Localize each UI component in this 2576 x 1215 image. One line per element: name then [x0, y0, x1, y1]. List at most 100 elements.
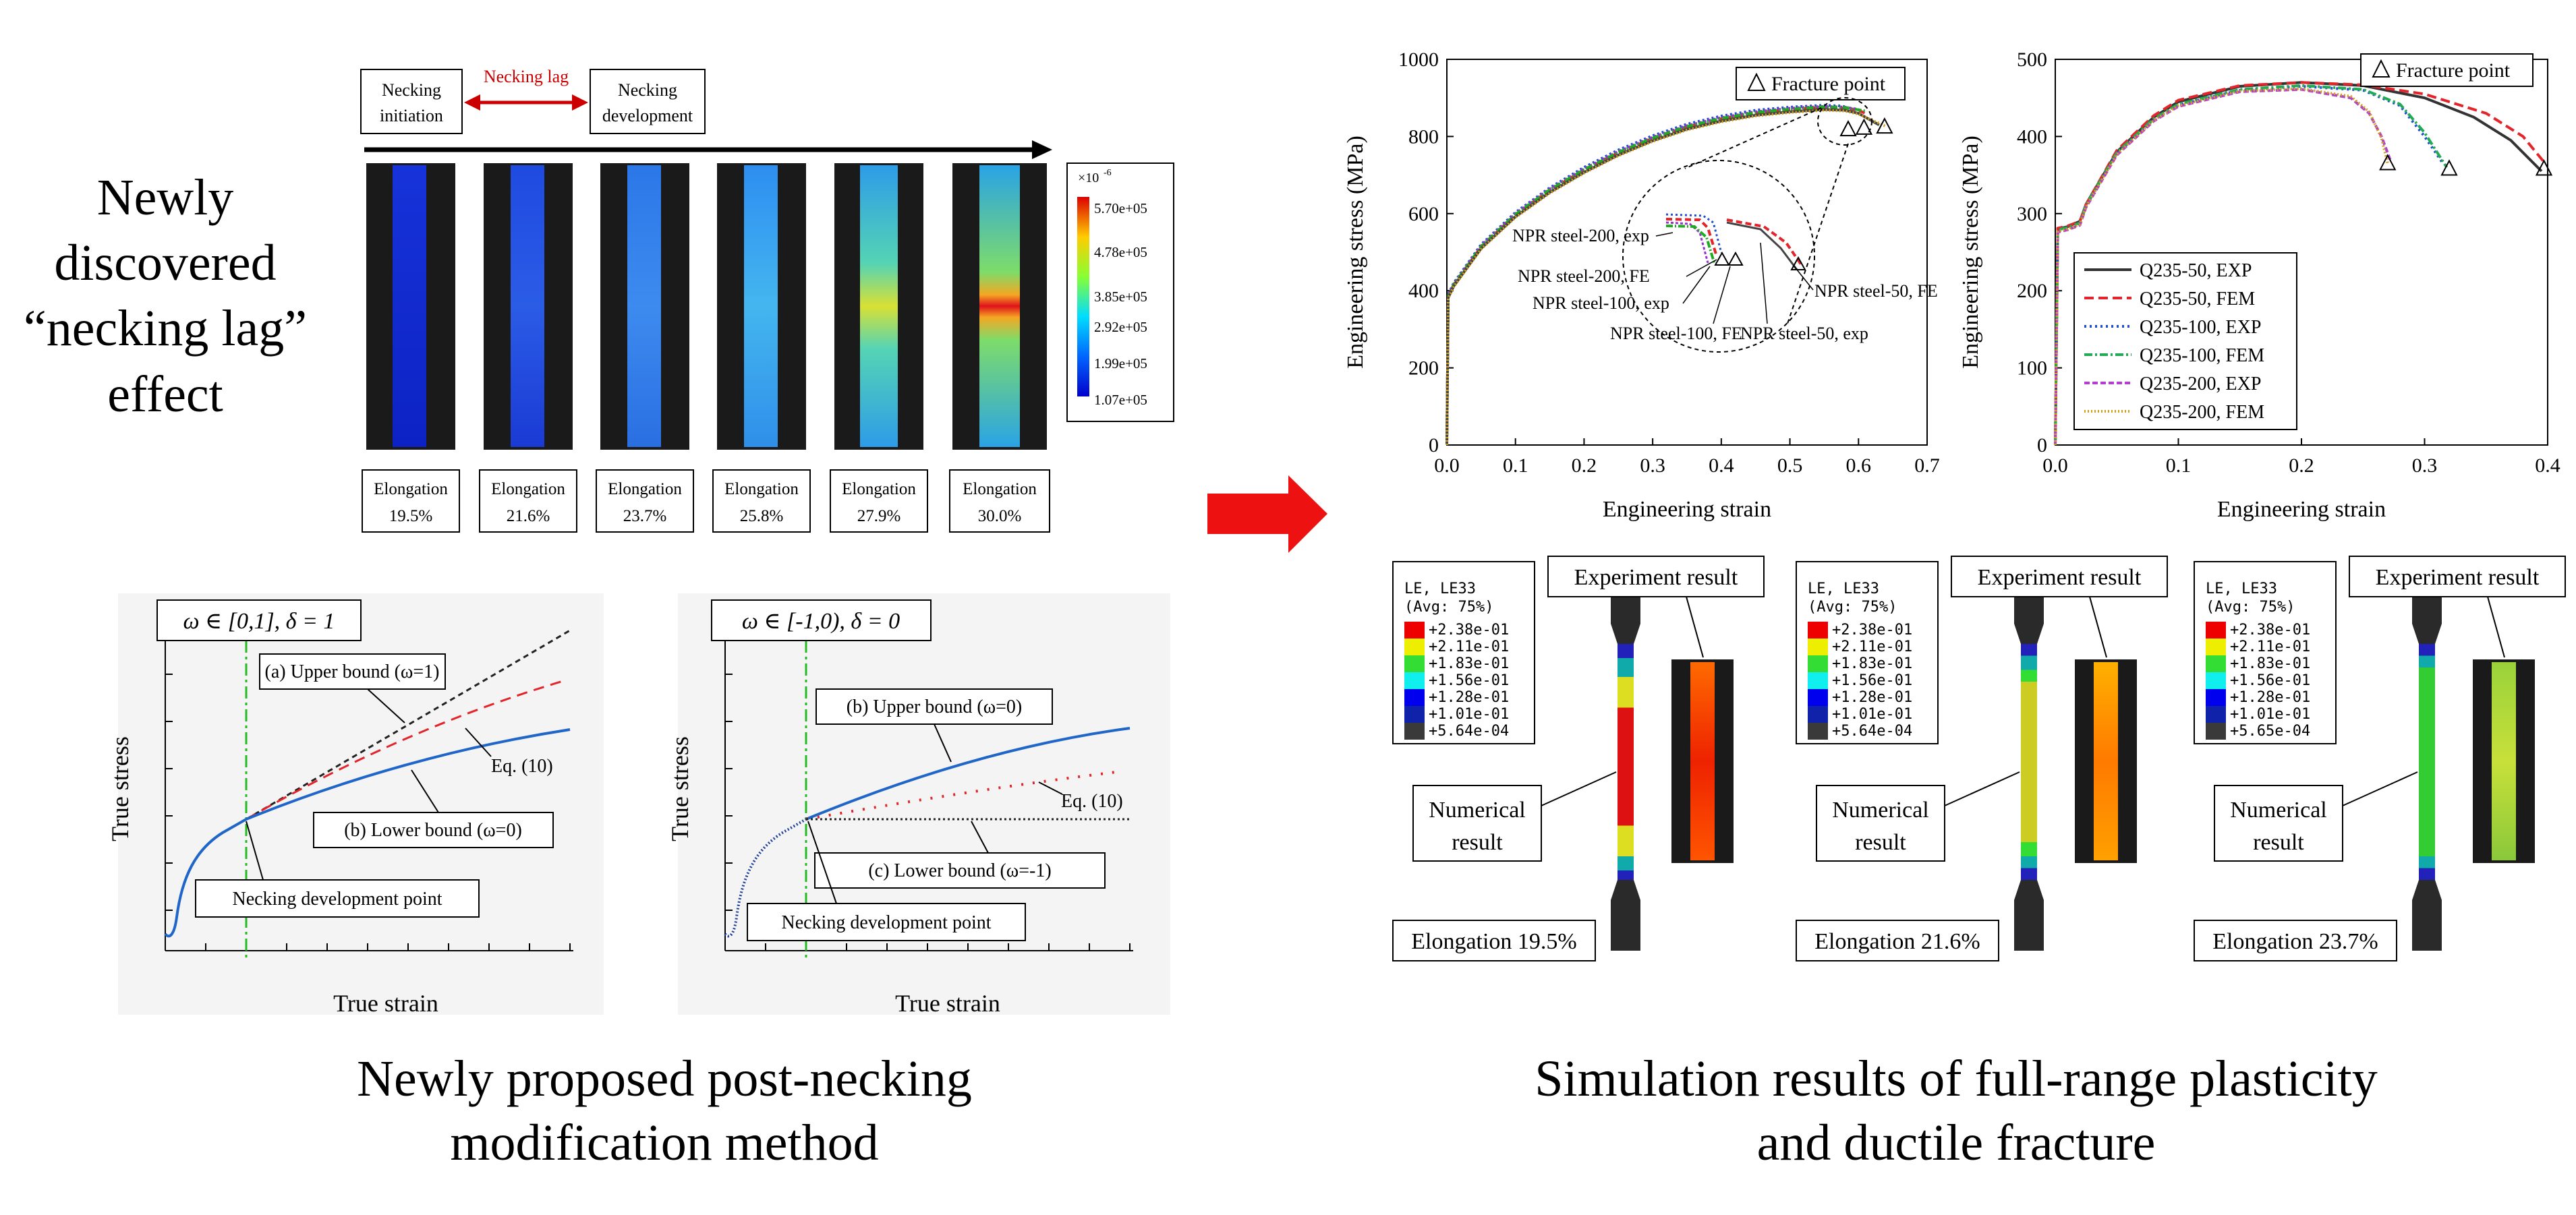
y-tick-label: 0 — [2037, 434, 2047, 456]
experiment-label: Experiment result — [2376, 565, 2540, 590]
npr-steel-xlabel: Engineering strain — [1603, 497, 1771, 522]
q235-series — [2054, 81, 2546, 446]
fea-panels: LE, LE33(Avg: 75%)+2.38e-01+2.11e-01+1.8… — [1392, 556, 2566, 961]
x-tick-label: 0.3 — [2412, 454, 2438, 477]
legend-label: Q235-100, FEM — [2140, 345, 2264, 366]
fea-legend-value: +5.65e-04 — [2230, 723, 2310, 740]
x-tick-label: 0.4 — [2535, 454, 2560, 477]
inset-leader-100-exp — [1682, 266, 1711, 304]
fea-legend-subtitle: (Avg: 75%) — [1404, 599, 1493, 616]
upper-bound-box-left — [259, 653, 446, 690]
fea-legend-value: +1.28e-01 — [2230, 689, 2310, 706]
specimen-contour-band — [2021, 682, 2037, 842]
y-tick-label: 500 — [2017, 49, 2047, 71]
inset-curves — [1665, 213, 1806, 270]
fea-legend-swatch — [2206, 672, 2226, 689]
specimen-contour-band — [2021, 655, 2037, 670]
necking-point-label-left: Necking development point — [232, 889, 442, 910]
y-tick-label: 200 — [2017, 280, 2047, 302]
q235-legend — [2073, 252, 2297, 430]
fea-elongation-label: Elongation 21.6% — [1814, 929, 1980, 954]
fea-legend-swatch — [1808, 689, 1828, 706]
strain-colorbar-title: ×10 — [1078, 171, 1099, 185]
eq10-label-right: Eq. (10) — [1061, 791, 1123, 812]
elongation-value-5: 27.9% — [857, 507, 901, 525]
elongation-box-4 — [712, 469, 811, 533]
legend-label: Q235-200, EXP — [2140, 374, 2261, 394]
experiment-label-box — [1547, 556, 1765, 597]
fea-legend-title: LE, LE33 — [1404, 581, 1476, 597]
specimen-contour-band — [1618, 856, 1634, 870]
series-line-5 — [1446, 108, 1880, 446]
specimen-contour-band — [2419, 668, 2435, 856]
inset-label-50-fe: NPR steel-50, FE — [1814, 281, 1938, 301]
caption-right: Simulation results of full-range plastic… — [1535, 1050, 2378, 1171]
fea-elongation-box — [1392, 920, 1596, 961]
fea-legend-value: +1.83e-01 — [2230, 655, 2310, 672]
fea-legend-swatch — [1404, 706, 1425, 723]
npr-steel-plot-frame — [1446, 59, 1928, 446]
specimen-contour-band — [1618, 825, 1634, 856]
headline-line-3: “necking lag” — [24, 300, 307, 357]
specimen-grip-top — [2412, 597, 2442, 644]
eq10-curve-left — [246, 680, 564, 821]
fea-legend-swatch — [1808, 655, 1828, 672]
elongation-word-5: Elongation — [842, 480, 916, 498]
numerical-label-line-2: result — [1452, 830, 1503, 855]
fea-legend-value: +1.56e-01 — [1832, 672, 1912, 689]
y-tick-label: 300 — [2017, 203, 2047, 225]
elongation-word-4: Elongation — [724, 480, 799, 498]
inset-curve-100-fe — [1665, 225, 1716, 265]
specimen-grip-bottom — [2014, 880, 2044, 951]
experiment-leader — [2487, 596, 2505, 658]
elongation-box-5 — [830, 469, 928, 533]
caption-left: Newly proposed post-necking modification… — [357, 1050, 972, 1171]
fea-legend-value: +5.64e-04 — [1429, 723, 1509, 740]
fea-legend-swatch — [2206, 639, 2226, 655]
necking-point-box-left — [195, 879, 480, 918]
q235-fracture-legend-label: Fracture point — [2396, 59, 2511, 82]
timeline-arrowhead — [1032, 140, 1052, 159]
specimen-contour-band — [1618, 658, 1634, 677]
numerical-label-line-1: Numerical — [2230, 798, 2327, 823]
strain-colorbar-ticks: 5.70e+05 4.78e+05 3.85e+05 2.92e+05 1.99… — [1094, 200, 1147, 408]
q235-ylabel: Engineering stress (MPa) — [1958, 136, 1983, 369]
npr-steel-ticks: 0.0 0.1 0.2 0.3 0.4 0.5 0.6 0.7 0 200 400 600 800 100… — [1398, 49, 1940, 477]
specimen-contour-band — [1618, 707, 1634, 826]
specimen-contour-band — [1618, 677, 1634, 708]
upper-bound-label-left: (a) Upper bound (ω=1) — [265, 661, 440, 682]
specimen-gauge-4 — [744, 165, 778, 447]
fracture-point-marker — [1855, 118, 1873, 135]
inset-label-100-fe: NPR steel-100, FE — [1610, 324, 1742, 343]
q235-chart: 0.0 0.1 0.2 0.3 0.4 0 100 200 300 400 500 Engineer… — [1958, 49, 2560, 522]
series-line-4 — [2054, 84, 2448, 446]
elongation-box-3 — [596, 469, 694, 533]
numerical-label-line-2: result — [1855, 830, 1906, 855]
fea-legend-value: +1.01e-01 — [2230, 706, 2310, 723]
specimen-gauge-5 — [860, 165, 898, 447]
elongation-box-1 — [362, 469, 460, 533]
elongation-boxes: Elongation 19.5% Elongation 21.6% Elonga… — [362, 469, 1050, 533]
xlabel-right: True strain — [895, 990, 1000, 1017]
eq10-leader-right — [1038, 781, 1063, 795]
necking-lag-label: Necking lag — [484, 67, 569, 86]
elongation-word-6: Elongation — [963, 480, 1037, 498]
npr-steel-fracture-points — [1839, 117, 1893, 137]
specimen-gauge-3 — [627, 165, 661, 447]
headline-line-2: discovered — [54, 235, 276, 291]
specimen-grip-bottom — [2412, 880, 2442, 951]
fea-legend-value: +1.01e-01 — [1832, 706, 1912, 723]
caption-left-line-2: modification method — [450, 1115, 878, 1171]
y-tick-label: 1000 — [1398, 49, 1439, 71]
specimen-grip-top — [1611, 597, 1640, 644]
eq10-curve-right — [805, 771, 1117, 821]
inset-label-200-exp: NPR steel-200, exp — [1512, 226, 1649, 245]
x-tick-label: 0.6 — [1846, 454, 1872, 477]
specimen-contour-band — [2021, 868, 2037, 880]
upper-bound-leader-right — [934, 723, 952, 763]
condition-box-right — [711, 599, 932, 641]
fea-legend-value: +2.11e-01 — [2230, 639, 2310, 655]
elongation-value-3: 23.7% — [623, 507, 667, 525]
upper-bound-box-right — [815, 688, 1053, 725]
